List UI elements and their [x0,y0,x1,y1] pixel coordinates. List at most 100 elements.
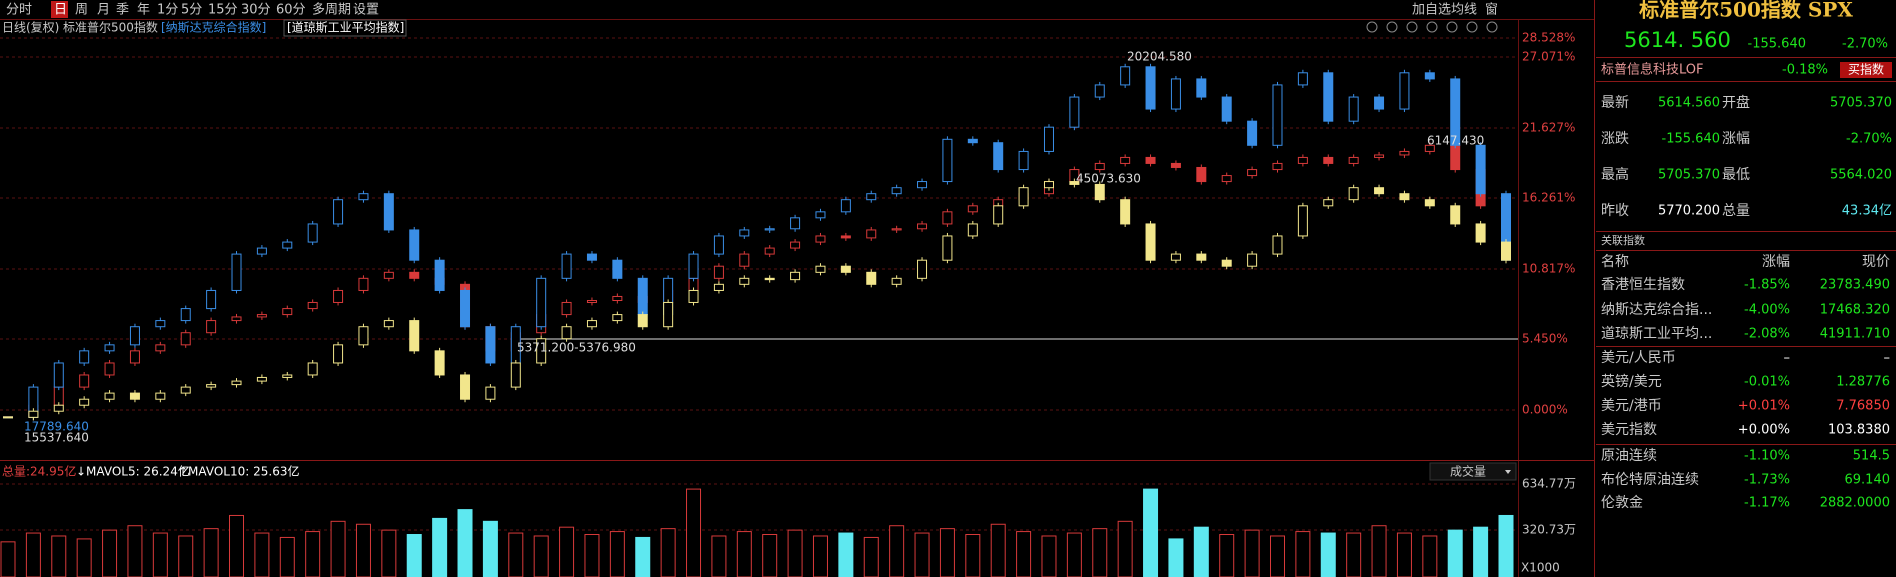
period-tab[interactable]: 月 [97,3,110,18]
candle [1196,253,1207,261]
quote-title: 标准普尔500指数 SPX [1639,0,1853,22]
toolbar-action[interactable]: 窗 [1485,2,1498,18]
candle [53,404,64,412]
volume-bar [279,536,295,577]
indicator-label[interactable]: 成交量 [1450,464,1486,479]
stat-label: 总量 [1722,203,1750,219]
candle [612,314,623,322]
indicator-select[interactable] [1429,462,1517,481]
overlay-tab[interactable]: [道琼斯工业平均指数] [287,20,404,35]
related-name[interactable]: 纳斯达克综合指... [1601,302,1712,318]
candle [1170,162,1181,168]
candle [104,344,115,352]
candle [739,253,750,267]
period-tab[interactable]: 日 [54,3,67,18]
period-tab[interactable]: 60分 [276,3,306,18]
candle [1297,72,1308,86]
tab-box [283,19,407,37]
period-tab[interactable]: 年 [137,3,150,18]
stat-label: 涨幅 [1722,131,1750,147]
toolbar-action[interactable]: 加自选 [1412,3,1451,18]
y-tick-label: 16.261% [1522,190,1575,204]
candle [536,338,547,364]
related-name[interactable]: 道琼斯工业平均... [1601,326,1712,342]
volume-bar [127,525,143,577]
volume-bar [457,509,473,577]
period-tab[interactable]: 分时 [6,3,32,18]
volume-bar [533,535,549,577]
y-tick-label: 27.071% [1522,50,1575,64]
price-annotation: 5371.200-5376.980 [517,341,636,355]
volume-bar [1016,531,1032,577]
candle [637,277,648,316]
price-annotation: 45073.630 [1076,172,1141,186]
candle [409,271,420,279]
period-tab[interactable]: 5分 [181,3,202,18]
period-tab[interactable]: 设置 [353,3,379,18]
related-name[interactable]: 美元/港币 [1601,398,1662,414]
volume-bar [660,528,676,577]
period-tab[interactable]: 30分 [241,3,271,18]
candle [713,283,724,291]
candle [1170,78,1181,110]
period-tab[interactable]: 周 [75,3,88,18]
related-name[interactable]: 伦敦金 [1601,495,1643,511]
volume-bar [51,535,67,577]
volume-bar [889,525,905,577]
candle [180,386,191,394]
candle [840,235,851,239]
candle [53,362,64,388]
related-name[interactable]: 布伦特原油连续 [1601,471,1699,488]
volume-bar [25,532,41,577]
candle [1196,166,1207,183]
period-tab[interactable]: 多周期 [312,2,351,18]
related-name[interactable]: 美元/人民币 [1601,350,1676,366]
period-tab[interactable]: 季 [116,3,129,18]
related-change: -1.17% [1744,496,1790,511]
candle [1018,150,1029,171]
candle [815,265,826,273]
volume-bar [787,529,803,577]
candle [790,241,801,249]
related-change: -0.01% [1744,375,1790,390]
volume-bar [330,520,346,577]
mode-label: 日线(复权) [2,21,59,35]
volume-bar [203,528,219,577]
candle [1170,253,1181,261]
period-tab[interactable]: 1分 [157,3,178,18]
related-price: 1.28776 [1836,375,1890,390]
fund-name[interactable]: 标普信息科技LOF [1601,62,1704,78]
related-name[interactable]: 美元指数 [1601,422,1657,438]
candle [1272,162,1283,171]
buy-button[interactable] [1840,62,1892,78]
main-tab[interactable]: 标准普尔500指数 [63,20,158,35]
price-annotation: 15537.640 [24,431,89,445]
candle [383,193,394,231]
candle [1196,78,1207,98]
candle [942,235,953,261]
related-price: 2882.0000 [1820,496,1890,511]
candle [231,316,242,322]
candle [383,320,394,328]
overlay-tab[interactable]: [纳斯达克综合指数] [161,20,266,35]
candle [1297,205,1308,237]
stat-value: 5705.370 [1830,96,1892,111]
stat-label: 最新 [1601,95,1629,111]
related-price: 103.8380 [1828,423,1890,438]
candle [993,142,1004,171]
y-tick-label: 10.817% [1522,261,1575,275]
related-name[interactable]: 原油连续 [1601,447,1657,464]
volume-bar [838,532,854,577]
candle [1475,223,1486,243]
volume-bar [686,488,702,577]
related-name[interactable]: 香港恒生指数 [1601,277,1685,293]
period-tab[interactable]: 15分 [208,3,238,18]
related-price: 23783.490 [1820,278,1890,293]
volume-bar [1193,526,1209,577]
stat-label: 昨收 [1601,203,1629,219]
related-name[interactable]: 英镑/美元 [1601,373,1662,390]
buy-button-label[interactable]: 买指数 [1848,62,1884,77]
toolbar-action[interactable]: 均线 [1451,3,1477,18]
candle [333,199,344,225]
volume-bar [863,536,879,577]
